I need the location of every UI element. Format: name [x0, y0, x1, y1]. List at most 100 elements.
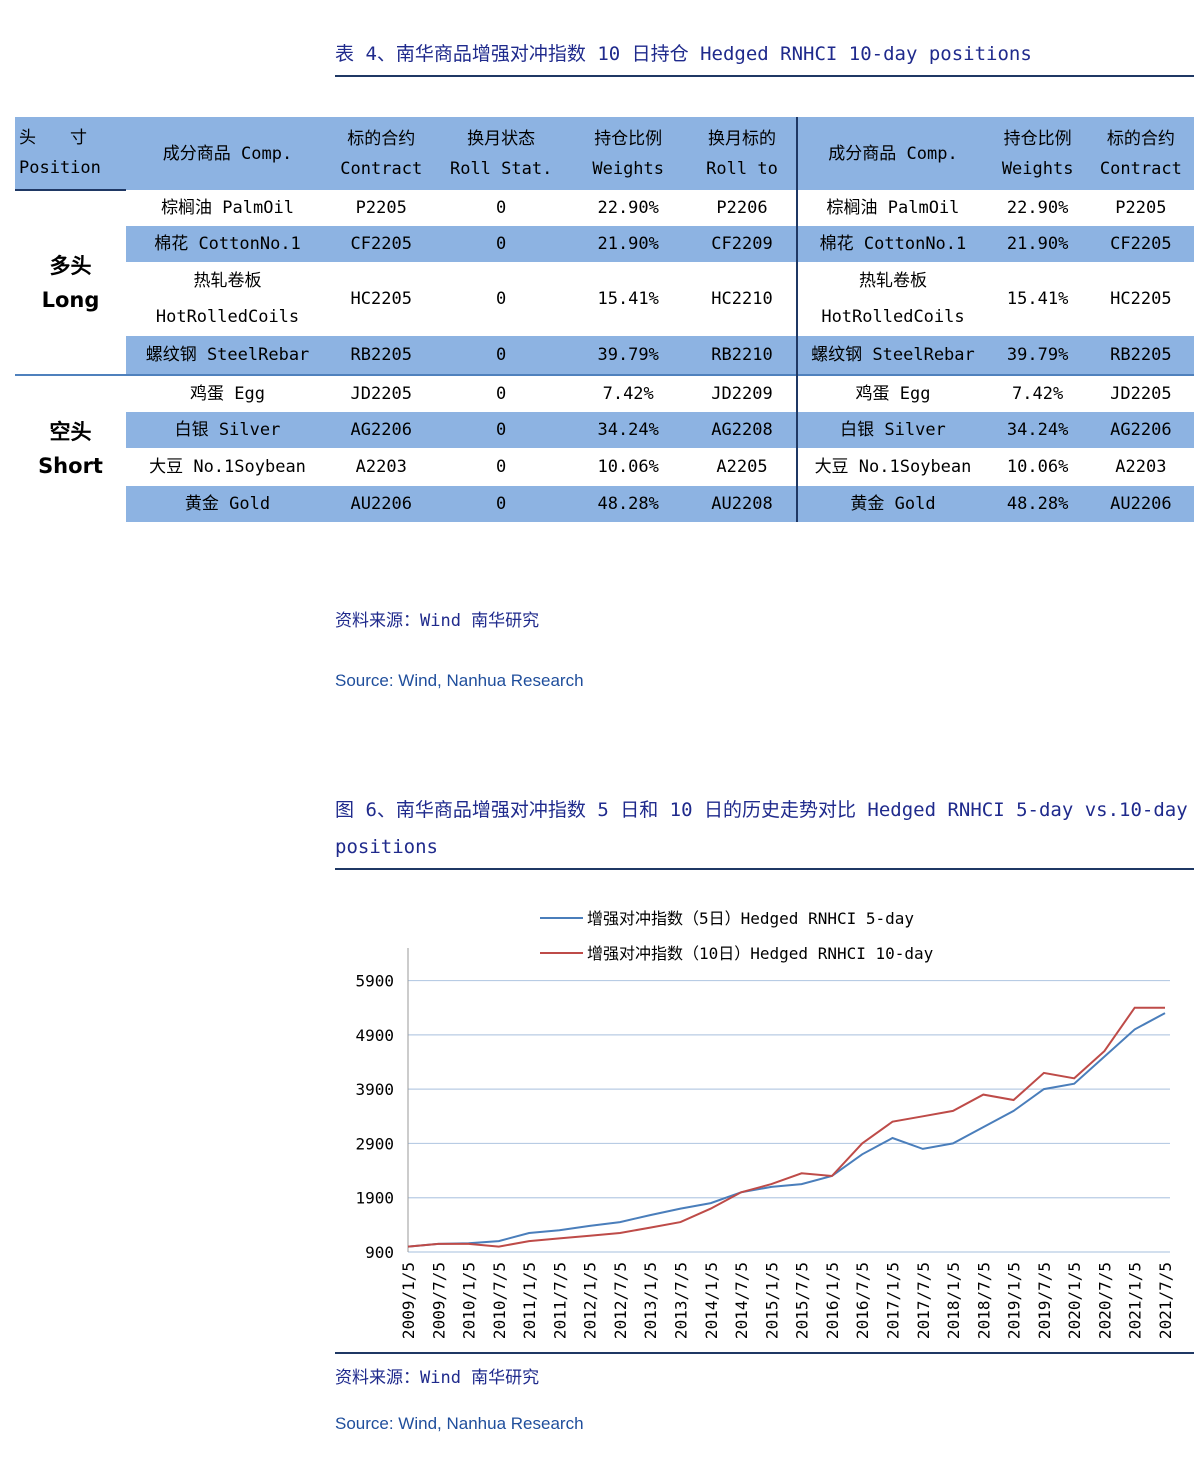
cell: AG2206 [1087, 412, 1194, 448]
group-text: Long [41, 287, 100, 312]
table-title: 表 4、南华商品增强对冲指数 10 日持仓 Hedged RNHCI 10-da… [335, 36, 1194, 77]
x-tick-label: 2015/7/5 [793, 1262, 812, 1339]
header-text: Weights [592, 158, 665, 179]
x-tick-label: 2011/1/5 [520, 1262, 539, 1339]
cell: 34.24% [987, 412, 1088, 448]
cell: JD2205 [1087, 374, 1194, 412]
x-tick-label: 2016/7/5 [853, 1262, 872, 1339]
cell: 棕榈油 PalmOil [796, 190, 988, 226]
cell: 棕榈油 PalmOil [161, 198, 294, 218]
cell: A2203 [1115, 457, 1167, 477]
cell: 白银 Silver [796, 412, 988, 448]
x-tick-label: 2012/1/5 [581, 1262, 600, 1339]
cell: 螺纹钢 SteelRebar [126, 336, 329, 375]
header-cell: 持仓比例 Weights [987, 117, 1088, 190]
header-text: 成分商品 Comp. [162, 143, 293, 164]
cell: 0 [496, 457, 507, 477]
group-text: 多头 [49, 253, 92, 278]
header-text: 换月状态 [467, 128, 536, 149]
cell: 0 [433, 486, 569, 522]
cell: AG2208 [687, 412, 798, 448]
row: 棉花 CottonNo.1 CF2205 0 21.90% CF2209 棉花 Cotto… [15, 226, 1194, 262]
cell: 7.42% [987, 374, 1088, 412]
header-text: Roll to [706, 158, 778, 179]
header-cell: 成分商品 Comp. [796, 117, 988, 190]
rule [335, 1352, 1194, 1354]
cell: 7.42% [568, 374, 688, 412]
x-tick-label: 2014/1/5 [702, 1262, 721, 1339]
source: 资料来源：Wind 南华研究 [335, 1368, 540, 1388]
positions-table: 头 寸 Position 成分商品 Comp. 标的合约 Contract 换月状态 Rol… [15, 117, 1194, 522]
header-text: 标的合约 [347, 128, 416, 149]
cell: 39.79% [568, 336, 688, 375]
row: 黄金 Gold AU2206 0 48.28% AU2208 黄金 Gold 48.28% A… [15, 486, 1194, 522]
cell: 0 [433, 226, 569, 262]
legend-label: 增强对冲指数（5日）Hedged RNHCI 5-day [587, 909, 914, 928]
cell: 鸡蛋 Egg [796, 374, 988, 412]
x-tick-label: 2018/1/5 [944, 1262, 963, 1339]
cell: 热轧卷板 HotRolledCoils [796, 262, 988, 336]
cell: AU2208 [687, 486, 798, 522]
cell: 0 [496, 198, 507, 218]
cell: 棉花 CottonNo.1 [126, 226, 329, 262]
cell: 白银 Silver [126, 412, 329, 448]
cell: 鸡蛋 Egg [126, 374, 329, 412]
row: 空头 Short 鸡蛋 Egg JD2205 0 7.42% JD2209 鸡蛋 Egg 7.4… [15, 374, 1194, 522]
cell: A2203 [355, 457, 407, 477]
cell: JD2209 [687, 374, 798, 412]
header-text: 持仓比例 [594, 128, 663, 149]
header-text: 标的合约 [1106, 128, 1175, 149]
cell: 15.41% [1006, 289, 1069, 309]
y-tick-label: 1900 [355, 1189, 394, 1208]
cell: 棉花 CottonNo.1 [796, 226, 988, 262]
header-row: 头 寸 Position 成分商品 Comp. 标的合约 Contract 换月状态 Rol… [15, 117, 1194, 191]
cell: P2205 [1115, 198, 1167, 218]
cell: RB2210 [687, 336, 798, 375]
x-tick-label: 2017/1/5 [883, 1262, 902, 1339]
header-text: 头 寸 [19, 128, 87, 148]
header-text: 成分商品 Comp. [828, 143, 958, 164]
x-tick-label: 2021/1/5 [1126, 1262, 1145, 1339]
cell: JD2205 [328, 374, 434, 412]
cell: 大豆 No.1Soybean [796, 448, 988, 486]
header-cell: 换月状态 Roll Stat. [433, 117, 569, 190]
cell: 0 [496, 289, 507, 309]
cell: AU2206 [1087, 486, 1194, 522]
cell: P2205 [355, 198, 407, 218]
cell: 0 [433, 336, 569, 375]
source-en: Source: Wind, Nanhua Research [335, 1414, 584, 1433]
header-text: Position [19, 158, 101, 178]
cell: 0 [433, 374, 569, 412]
cell: 22.90% [597, 198, 659, 218]
cell: AG2206 [328, 412, 434, 448]
cell: 10.06% [597, 457, 659, 477]
cell: AU2206 [328, 486, 434, 522]
cell: CF2209 [687, 226, 798, 262]
cell: 22.90% [1006, 198, 1069, 218]
cell: 热轧卷板 HotRolledCoils [155, 271, 300, 327]
cell: 21.90% [568, 226, 688, 262]
chart: 900 1900 2900 3900 4900 5900 2009/1/5 2009/7/5 2… [355, 909, 1175, 1339]
group-text: 空头 [49, 420, 92, 444]
header-cell: 持仓比例 Weights [568, 117, 688, 190]
x-tick-label: 2019/1/5 [1005, 1262, 1024, 1339]
y-tick-label: 4900 [355, 1026, 394, 1045]
header-cell: 标的合约 Contract [328, 117, 434, 190]
cell: 48.28% [987, 486, 1088, 522]
x-tick-label: 2012/7/5 [611, 1262, 630, 1339]
y-tick-label: 3900 [355, 1080, 394, 1099]
cell: 15.41% [597, 289, 659, 309]
cell: 螺纹钢 SteelRebar [796, 336, 988, 375]
source: 资料来源：Wind 南华研究 [335, 611, 540, 631]
y-tick-label: 900 [365, 1243, 394, 1262]
cell: 39.79% [987, 336, 1088, 375]
group-text: Short [38, 454, 103, 478]
x-tick-label: 2020/1/5 [1065, 1262, 1084, 1339]
x-tick-label: 2021/7/5 [1156, 1262, 1175, 1339]
header-text: 持仓比例 [1003, 128, 1072, 149]
header-cell: 换月标的 Roll to [687, 117, 798, 190]
x-tick-label: 2019/7/5 [1035, 1262, 1054, 1339]
y-tick-label: 5900 [355, 972, 394, 991]
cell: A2205 [716, 457, 768, 477]
x-tick-label: 2010/1/5 [460, 1262, 479, 1339]
